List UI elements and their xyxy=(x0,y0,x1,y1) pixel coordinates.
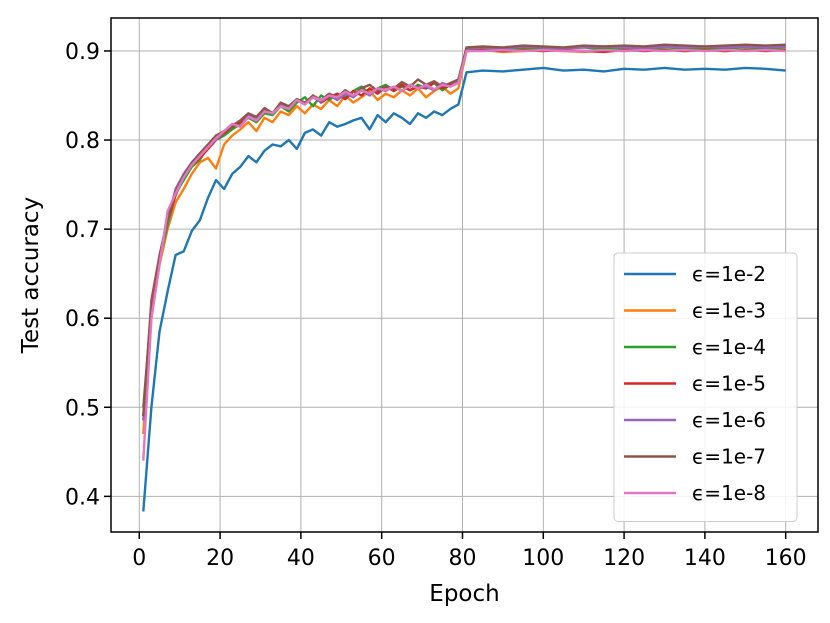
y-axis-label: Test accuracy xyxy=(18,197,44,354)
y-tick-label: 0.9 xyxy=(65,40,100,65)
series-line-0 xyxy=(142,66,786,512)
x-tick-label: 40 xyxy=(287,546,315,571)
legend-label: ϵ=1e-3 xyxy=(692,299,766,323)
x-tick-label: 0 xyxy=(132,546,146,571)
legend-label: ϵ=1e-2 xyxy=(692,262,766,286)
legend-box xyxy=(613,252,798,522)
x-tick-label: 60 xyxy=(368,546,396,571)
legend-label: ϵ=1e-7 xyxy=(692,445,766,469)
series-line-5 xyxy=(142,43,786,417)
y-tick-label: 0.5 xyxy=(65,396,100,421)
x-tick-label: 160 xyxy=(765,546,807,571)
legend-label: ϵ=1e-8 xyxy=(692,481,766,505)
legend-label: ϵ=1e-4 xyxy=(692,335,766,359)
x-tick-label: 100 xyxy=(522,546,564,571)
legend-label: ϵ=1e-5 xyxy=(692,372,766,396)
legend: ϵ=1e-2 ϵ=1e-3 ϵ=1e-4 ϵ=1e-5 ϵ=1e-6 ϵ=1e-7 ϵ=1e… xyxy=(613,252,798,522)
x-axis-label: Epoch xyxy=(429,581,499,607)
x-tick-label: 80 xyxy=(448,546,476,571)
x-tick-label: 140 xyxy=(684,546,726,571)
series-layer xyxy=(142,43,786,512)
series-line-6 xyxy=(142,48,786,461)
axis-ticks: 0 20 40 60 80 100 120 140 160 0.4 0.5 0.6 0.7 0.8 0.9 xyxy=(65,40,807,571)
y-tick-label: 0.8 xyxy=(65,129,100,154)
legend-label: ϵ=1e-6 xyxy=(692,408,766,432)
y-tick-label: 0.7 xyxy=(65,218,100,243)
x-tick-label: 120 xyxy=(603,546,645,571)
x-tick-label: 20 xyxy=(206,546,234,571)
plot-frame xyxy=(110,17,819,533)
y-tick-label: 0.6 xyxy=(65,307,100,332)
y-tick-label: 0.4 xyxy=(65,485,100,510)
